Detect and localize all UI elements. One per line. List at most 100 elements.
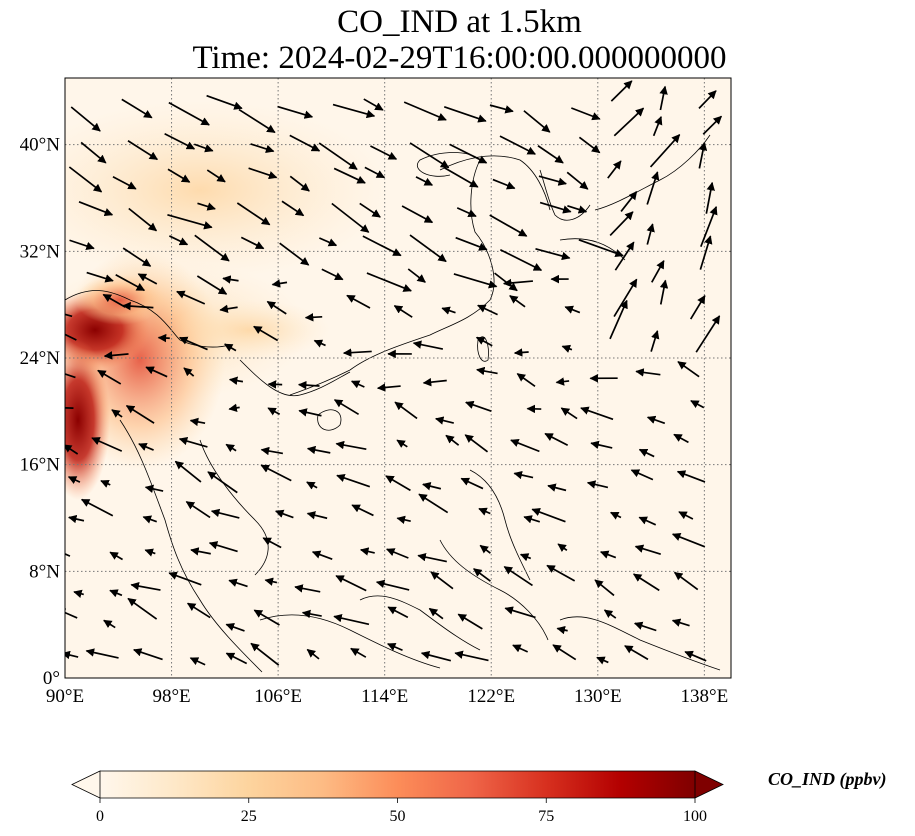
wind-arrow [478,507,491,516]
y-tick-label: 40°N [20,135,61,156]
map-title: CO_IND at 1.5km [337,4,582,40]
wind-arrow [103,619,116,629]
wind-arrow [673,571,699,591]
colorbar-extend-max [694,770,724,799]
wind-arrow [456,207,477,218]
wind-arrow [638,448,655,458]
wind-arrow [699,235,713,270]
wind-arrow [65,407,74,410]
wind-arrow [137,273,158,285]
wind-arrow [546,564,576,582]
wind-arrow [250,143,275,154]
wind-arrow [556,625,568,635]
wind-arrow [430,571,454,590]
wind-arrow [346,294,371,309]
wind-arrow [578,239,624,258]
wind-arrow [267,380,283,389]
wind-arrow [375,579,410,591]
wind-arrow [115,274,146,292]
wind-arrow [555,377,570,386]
wind-arrow [65,313,73,318]
wind-arrow [210,508,240,519]
wind-arrow [332,103,376,119]
wind-arrow [359,547,375,556]
wind-arrow [689,295,706,320]
wind-arrow [112,176,137,190]
wind-arrow [128,207,158,232]
wind-arrow [516,373,536,388]
wind-arrow [168,571,202,586]
wind-arrow [260,464,292,482]
wind-arrow [142,515,158,524]
colorbar-tick-label: 50 [390,808,406,825]
wind-arrow [306,481,318,490]
y-axis-tick-labels: 0° 8°N 16°N 24°N 32°N 40°N [20,135,61,689]
wind-arrow [248,167,278,180]
wind-arrow [477,304,498,316]
wind-arrow [145,366,168,378]
wind-arrow [633,621,657,632]
wind-arrow [624,645,649,661]
wind-arrow [523,515,541,524]
wind-arrow [86,271,114,283]
wind-arrow [266,300,287,315]
wind-arrow [306,648,320,660]
wind-arrow [464,434,489,453]
wind-arrow [335,440,367,451]
wind-arrow [651,260,665,283]
wind-arrow [599,550,617,559]
wind-arrow [225,623,245,632]
y-tick-label: 16°N [20,455,61,476]
wind-arrow [607,160,622,179]
wind-arrow [70,106,101,132]
wind-arrow [409,142,450,169]
wind-arrow [396,439,408,448]
wind-arrow [364,166,386,179]
wind-arrow [460,477,484,490]
wind-arrow [503,566,533,587]
wind-arrow [67,476,81,484]
wind-arrow [420,650,452,662]
x-tick-label: 114°E [361,686,408,707]
wind-arrow [68,514,85,524]
wind-arrow [157,333,170,343]
wind-arrow [109,551,124,561]
wind-arrow [580,406,614,421]
wind-arrow [586,480,609,489]
wind-arrow [393,305,413,318]
wind-arrow [185,500,211,519]
wind-arrow [370,145,398,160]
wind-arrow [489,104,514,114]
wind-arrow [222,275,239,284]
wind-arrow [319,237,338,247]
wind-arrow [401,205,434,224]
wind-arrow [144,484,164,493]
wind-arrow [578,136,601,154]
wind-arrow [428,607,444,620]
wind-arrow [331,202,370,233]
map-frame [64,77,732,679]
wind-arrow [492,178,516,190]
wind-arrow [65,444,79,455]
wind-vectors [65,80,722,666]
wind-arrow [435,416,454,425]
x-axis-tick-labels: 90°E 98°E 106°E 114°E 122°E 130°E 138°E [46,686,728,707]
wind-arrow [418,493,449,514]
wind-arrow [513,470,534,480]
wind-arrow [253,325,279,342]
wind-arrow [262,537,282,549]
x-tick-label: 138°E [681,686,729,707]
wind-arrow [138,442,154,451]
x-tick-label: 130°E [574,686,622,707]
wind-arrow [415,176,434,186]
wind-arrow [594,579,615,597]
wind-arrow [531,508,566,523]
wind-arrow [194,143,214,153]
wind-arrow [632,573,660,592]
colorbar: 0 25 50 75 100 [71,770,724,825]
wind-arrow [560,407,578,420]
colorbar-tick-label: 0 [96,808,104,825]
wind-arrow [676,470,706,483]
wind-arrow [590,440,613,449]
